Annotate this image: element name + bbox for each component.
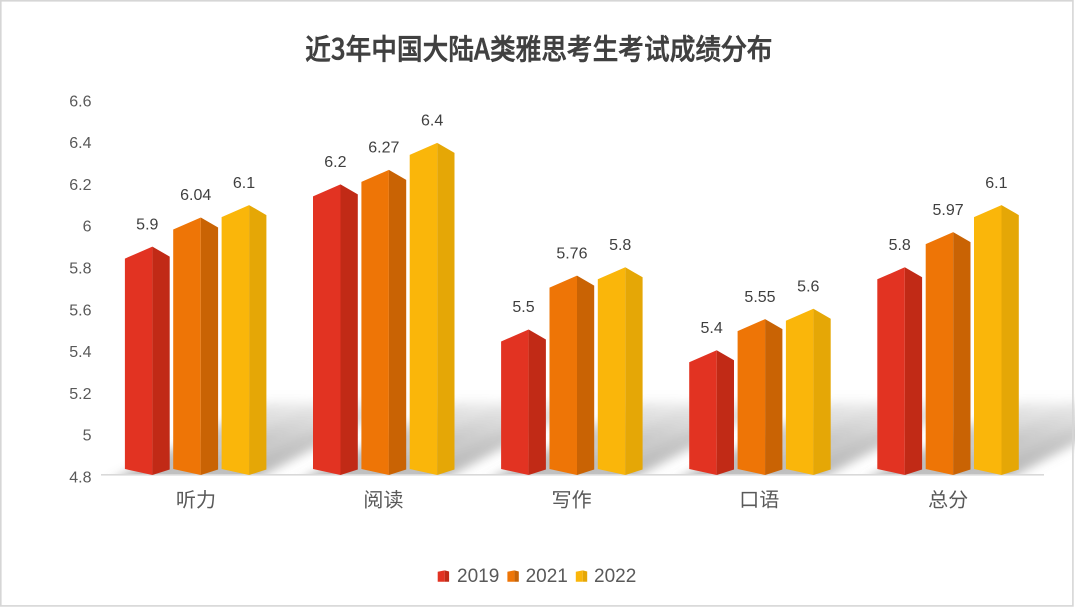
svg-text:5.9: 5.9 bbox=[136, 216, 158, 233]
svg-text:6.2: 6.2 bbox=[69, 177, 91, 194]
svg-text:6.27: 6.27 bbox=[368, 140, 399, 157]
svg-text:5.8: 5.8 bbox=[69, 261, 91, 278]
svg-text:6.1: 6.1 bbox=[985, 175, 1007, 192]
svg-text:5.6: 5.6 bbox=[69, 302, 91, 319]
svg-text:5.8: 5.8 bbox=[889, 237, 911, 254]
svg-text:6.6: 6.6 bbox=[69, 93, 91, 110]
svg-text:5.2: 5.2 bbox=[69, 386, 91, 403]
svg-text:2022: 2022 bbox=[594, 566, 636, 587]
svg-text:2019: 2019 bbox=[457, 566, 499, 587]
svg-text:6.04: 6.04 bbox=[180, 187, 211, 204]
svg-text:6: 6 bbox=[83, 219, 92, 236]
svg-text:5.76: 5.76 bbox=[556, 245, 587, 262]
svg-text:6.4: 6.4 bbox=[421, 113, 443, 130]
svg-text:4.8: 4.8 bbox=[69, 470, 91, 487]
svg-text:5.97: 5.97 bbox=[933, 202, 964, 219]
svg-text:5.5: 5.5 bbox=[512, 299, 534, 316]
svg-text:6.2: 6.2 bbox=[324, 154, 346, 171]
svg-text:5: 5 bbox=[83, 428, 92, 445]
svg-text:6.4: 6.4 bbox=[69, 135, 91, 152]
svg-text:6.1: 6.1 bbox=[233, 175, 255, 192]
svg-text:5.4: 5.4 bbox=[69, 344, 91, 361]
svg-text:5.8: 5.8 bbox=[609, 237, 631, 254]
svg-text:5.55: 5.55 bbox=[744, 289, 775, 306]
svg-text:5.6: 5.6 bbox=[797, 279, 819, 296]
svg-text:5.4: 5.4 bbox=[700, 320, 722, 337]
svg-text:2021: 2021 bbox=[526, 566, 568, 587]
